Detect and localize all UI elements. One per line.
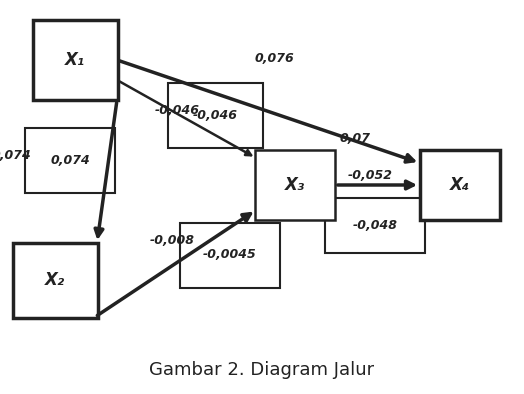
- Bar: [325, 197, 425, 253]
- Text: X₃: X₃: [285, 176, 305, 194]
- Text: -0,046: -0,046: [155, 104, 200, 117]
- Text: X₄: X₄: [450, 176, 470, 194]
- Text: 0,074: 0,074: [50, 154, 90, 167]
- Text: Gambar 2. Diagram Jalur: Gambar 2. Diagram Jalur: [149, 361, 375, 379]
- Text: X₂: X₂: [45, 271, 65, 289]
- Text: -0,008: -0,008: [150, 234, 195, 247]
- Text: -0,048: -0,048: [353, 219, 398, 232]
- Text: 0,07: 0,07: [340, 132, 371, 145]
- Text: -0,0045: -0,0045: [203, 249, 257, 262]
- Text: X₁: X₁: [65, 51, 85, 69]
- Text: -0,046: -0,046: [192, 108, 237, 121]
- Bar: [168, 82, 263, 147]
- Text: 0,074: 0,074: [0, 149, 32, 162]
- Text: 0,076: 0,076: [255, 52, 294, 65]
- Text: -0,052: -0,052: [348, 169, 393, 182]
- Bar: [180, 223, 280, 288]
- Bar: [32, 20, 117, 100]
- Bar: [13, 242, 97, 318]
- Bar: [420, 150, 500, 220]
- Bar: [255, 150, 335, 220]
- Bar: [25, 128, 115, 193]
